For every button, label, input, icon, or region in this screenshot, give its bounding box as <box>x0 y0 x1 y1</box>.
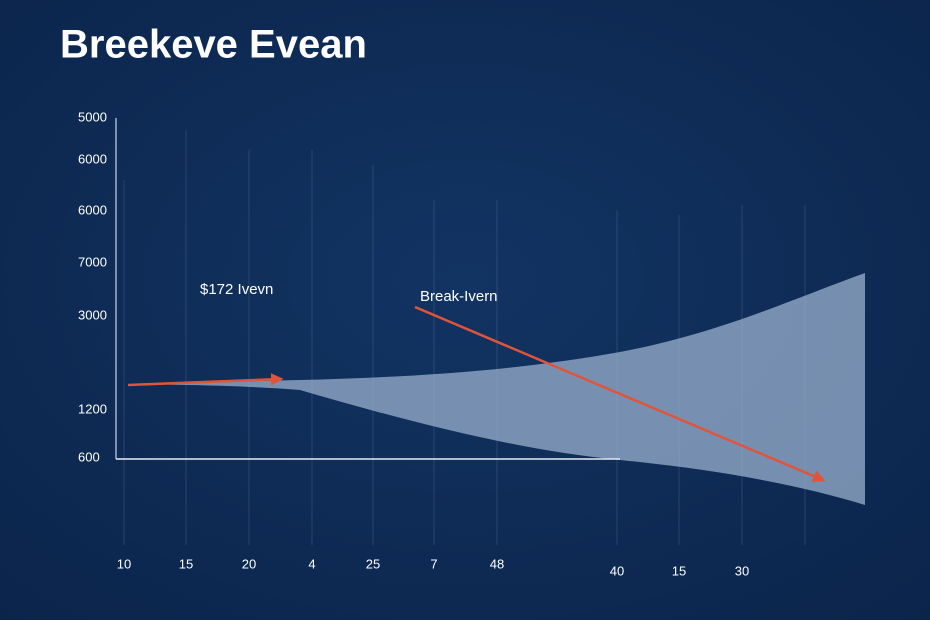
x-tick-label: 25 <box>366 556 380 571</box>
y-tick-label: 1200 <box>78 401 107 416</box>
y-tick-label: 6000 <box>78 151 107 166</box>
labels: 5000 6000 6000 7000 3000 1200 600 10 15 20 4 25 7 48 4… <box>78 109 749 578</box>
arrow <box>127 373 284 387</box>
x-tick-label: 30 <box>735 563 749 578</box>
y-tick-label: 3000 <box>78 307 107 322</box>
annotation: Break-Ivern <box>420 288 498 305</box>
annotation: $172 Ivevn <box>200 281 273 298</box>
x-tick-label: 15 <box>179 556 193 571</box>
area-band <box>130 273 865 505</box>
x-tick-label: 20 <box>242 556 256 571</box>
x-tick-label: 10 <box>117 556 131 571</box>
title: Breekeve Evean <box>60 23 367 67</box>
y-tick-label: 7000 <box>78 254 107 269</box>
x-tick-label: 4 <box>308 556 315 571</box>
y-tick-label: 600 <box>78 449 100 464</box>
x-tick-label: 7 <box>430 556 437 571</box>
x-tick-label: 15 <box>672 563 686 578</box>
y-tick-label: 6000 <box>78 202 107 217</box>
x-tick-label: 48 <box>490 556 504 571</box>
arrow <box>414 305 826 482</box>
y-tick-label: 5000 <box>78 109 107 124</box>
x-tick-label: 40 <box>610 563 624 578</box>
